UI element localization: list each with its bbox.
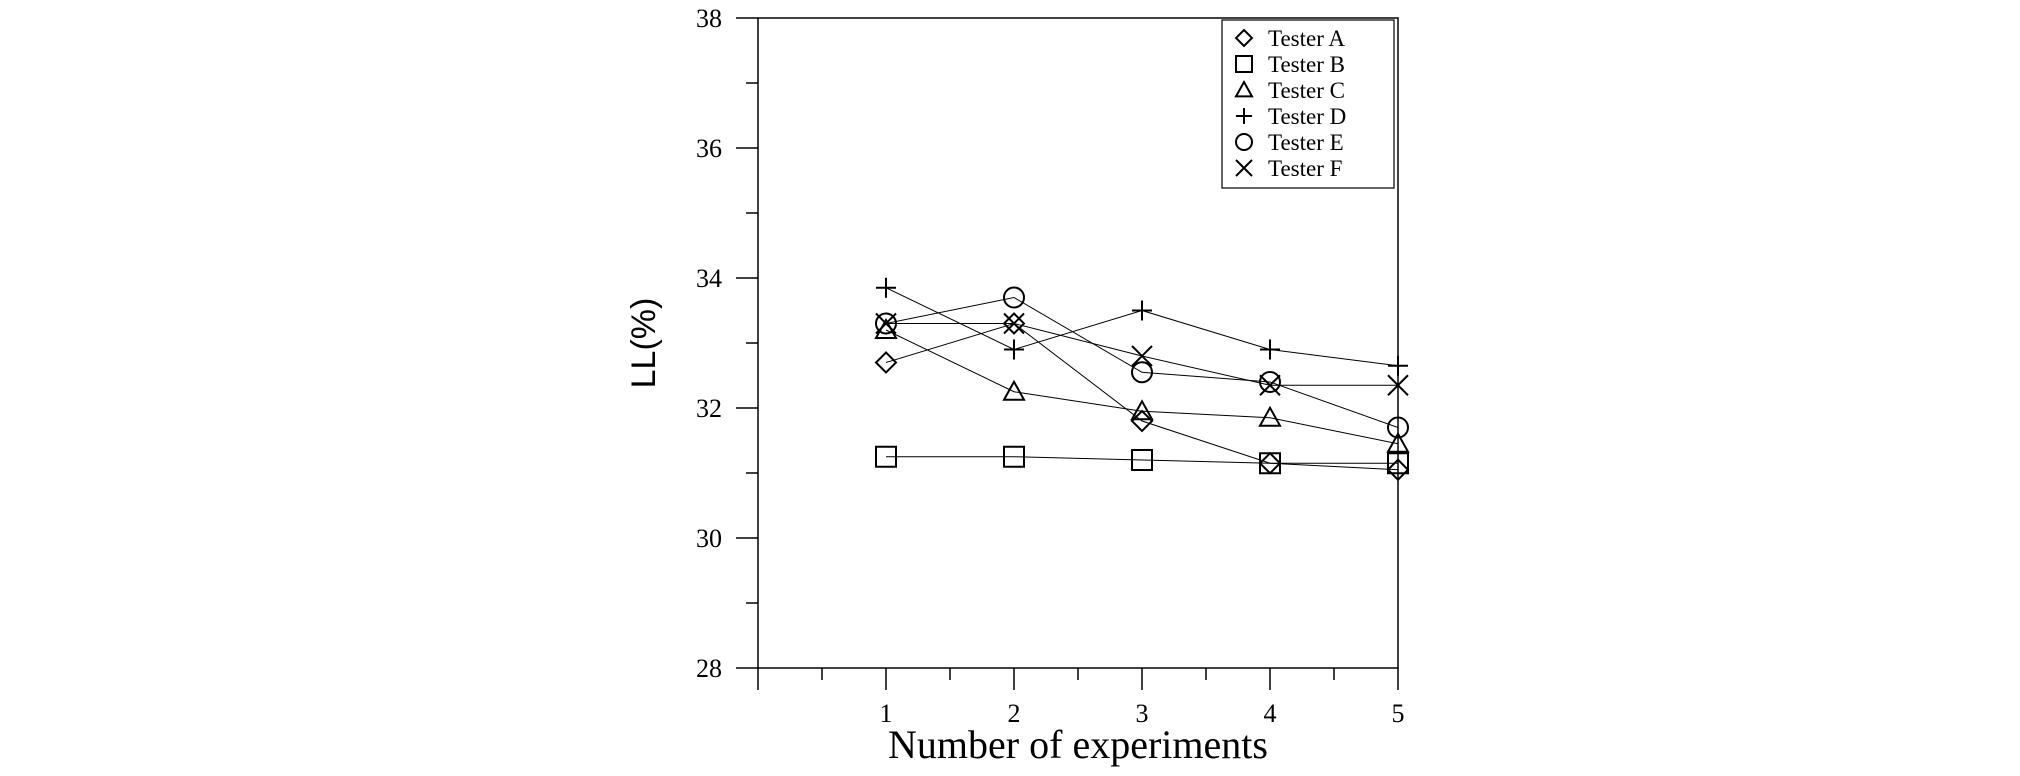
data-point-triangle: [1002, 379, 1026, 401]
data-point-square: [1003, 445, 1025, 468]
data-point-diamond: [874, 351, 898, 374]
series-tester-a: [874, 312, 1410, 482]
legend-marker-cross: [1235, 159, 1253, 177]
y-tick-label: 36: [696, 134, 722, 163]
legend-marker-triangle: [1234, 79, 1254, 98]
y-tick-label: 30: [696, 524, 722, 553]
data-point-triangle: [1258, 405, 1282, 427]
x-tick-label: 4: [1264, 699, 1277, 728]
legend-label: Tester C: [1268, 78, 1345, 103]
data-point-plus: [1132, 300, 1152, 321]
data-point-diamond: [1130, 409, 1154, 433]
series-tester-d: [876, 277, 1408, 376]
series-line: [885, 322, 1399, 471]
legend-label: Tester D: [1268, 104, 1346, 129]
data-point-square: [1259, 452, 1281, 475]
y-tick-label: 38: [696, 4, 722, 33]
data-point-cross: [1131, 345, 1153, 367]
legend-label: Tester B: [1268, 52, 1345, 77]
x-tick-label: 3: [1136, 699, 1149, 728]
y-tick-label: 34: [696, 264, 722, 293]
series-line: [885, 329, 1399, 445]
data-point-triangle: [1130, 399, 1154, 421]
data-point-square: [1387, 452, 1409, 475]
series-layer: [874, 277, 1410, 482]
data-point-circle: [1003, 286, 1025, 309]
series-line: [885, 287, 1399, 367]
series-line: [886, 456, 1398, 464]
data-point-diamond: [1002, 312, 1026, 335]
data-point-cross: [1387, 374, 1409, 396]
data-point-cross: [1003, 312, 1025, 335]
series-tester-e: [875, 286, 1409, 439]
legend-label: Tester F: [1268, 156, 1342, 181]
legend-marker-circle: [1235, 133, 1253, 151]
data-point-cross: [875, 312, 897, 335]
data-point-plus: [1260, 339, 1280, 360]
legend-marker-diamond: [1234, 28, 1254, 48]
series-line: [885, 296, 1399, 428]
x-tick-label: 1: [880, 699, 893, 728]
series-line: [886, 323, 1398, 386]
data-point-circle: [1259, 371, 1281, 393]
x-tick-label: 5: [1392, 699, 1405, 728]
data-point-diamond: [1386, 458, 1410, 482]
data-point-circle: [1131, 361, 1153, 384]
legend-marker-plus: [1236, 108, 1252, 124]
y-tick-label: 32: [696, 394, 722, 423]
data-point-plus: [876, 277, 896, 298]
x-tick-label: 2: [1008, 699, 1021, 728]
y-tick-label: 28: [696, 654, 722, 683]
data-point-cross: [1259, 374, 1281, 396]
series-tester-b: [875, 445, 1409, 475]
data-point-square: [875, 445, 897, 468]
series-tester-f: [875, 312, 1409, 396]
data-point-plus: [1004, 339, 1024, 360]
legend-marker-square: [1235, 55, 1253, 73]
legend-label: Tester A: [1268, 26, 1345, 51]
legend-label: Tester E: [1268, 130, 1344, 155]
x-axis-label: Number of experiments: [888, 722, 1268, 767]
data-point-triangle: [1386, 431, 1410, 453]
data-point-plus: [1388, 355, 1408, 376]
data-point-square: [1131, 449, 1153, 471]
data-point-circle: [1387, 416, 1409, 439]
y-axis-label: LL(%): [625, 298, 663, 389]
